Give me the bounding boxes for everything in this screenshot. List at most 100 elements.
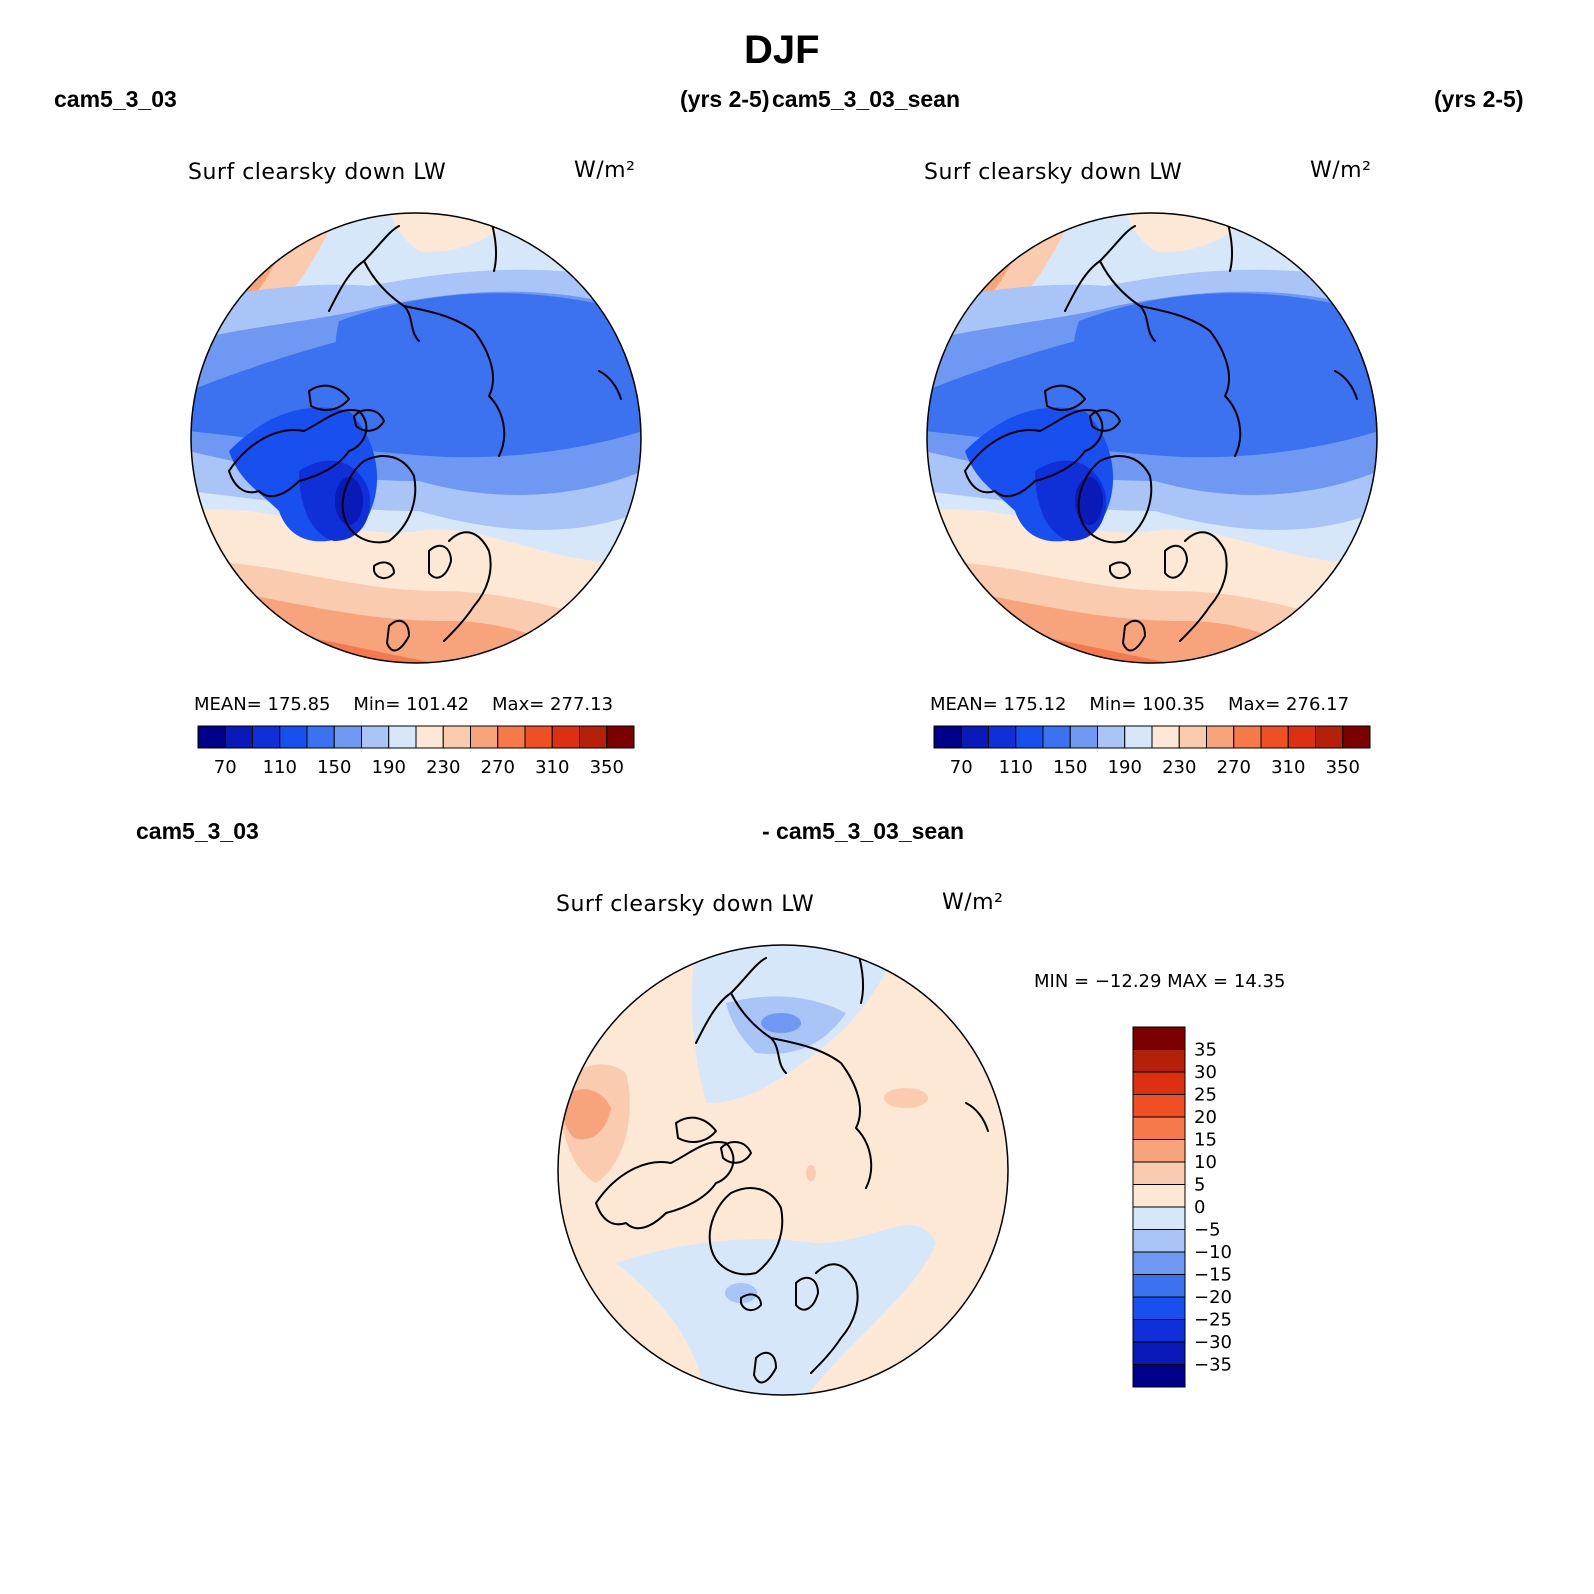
colorbar-swatch [1069,725,1098,749]
colorbar-tick-label: 30 [1194,1062,1217,1083]
colorbar-tick-label: 350 [1326,757,1360,778]
colorbar-swatch [1132,1094,1186,1118]
panel1-title: Surf clearsky down LW [188,160,447,185]
colorbar-tick-label: 270 [1217,757,1251,778]
colorbar-swatch [1132,1161,1186,1185]
colorbar-swatch [1132,1319,1186,1343]
colorbar-swatch [524,725,553,749]
colorbar-swatch [933,725,962,749]
colorbar-swatch [1015,725,1044,749]
colorbar-swatch [333,725,362,749]
colorbar-swatch [1132,1296,1186,1320]
colorbar-tick-label: −15 [1194,1265,1232,1286]
panel1-polar-map [190,212,642,664]
colorbar-tick-label: −10 [1194,1242,1232,1263]
panel2-title: Surf clearsky down LW [924,160,1183,185]
colorbar-swatch [388,725,417,749]
panel1-stats: MEAN= 175.85 Min= 101.42 Max= 277.13 [194,694,613,715]
colorbar-swatch [1097,725,1126,749]
colorbar-tick-label: 150 [1053,757,1087,778]
colorbar-tick-label: 190 [372,757,406,778]
panel2-max-label: Max= [1228,694,1281,715]
colorbar-swatch [551,725,580,749]
colorbar-swatch [497,725,526,749]
colorbar-swatch [1206,725,1235,749]
panel3-polar-map [557,944,1009,1396]
colorbar-swatch [1132,1341,1186,1365]
colorbar-swatch [1132,1229,1186,1253]
colorbar-swatch [1132,1071,1186,1095]
panel2-mean-value: 175.12 [1003,694,1067,715]
panel1-units: W/m² [574,158,636,183]
panel1-mean-value: 175.85 [267,694,331,715]
colorbar-swatch [252,725,281,749]
diff-left-label: cam5_3_03 [136,818,259,844]
colorbar-tick-label: −35 [1194,1355,1232,1376]
colorbar-swatch [579,725,608,749]
colorbar-tick-label: 5 [1194,1175,1205,1196]
colorbar-swatch [1132,1116,1186,1140]
colorbar-tick-label: −30 [1194,1332,1232,1353]
panel1-colorbar: 70 110 150 190 230 270 310 350 [197,725,635,778]
panel2-max-value: 276.17 [1286,694,1350,715]
colorbar-tick-label: −25 [1194,1310,1232,1331]
colorbar-swatch [442,725,471,749]
panel3-minmax: MIN = −12.29 MAX = 14.35 [1034,971,1286,992]
colorbar-tick-label: 110 [263,757,297,778]
panel2-colorbar: 70 110 150 190 230 270 310 350 [933,725,1371,778]
panel2-mean-label: MEAN= [930,694,998,715]
colorbar-swatch [1132,1184,1186,1208]
colorbar-swatch [988,725,1017,749]
diff-right-label: - cam5_3_03_sean [762,818,965,844]
colorbar-swatch [306,725,335,749]
colorbar-swatch [1342,725,1371,749]
colorbar-tick-label: 10 [1194,1152,1217,1173]
colorbar-swatch [1132,1139,1186,1163]
colorbar-swatch [1233,725,1262,749]
colorbar-swatch [415,725,444,749]
colorbar-swatch [1287,725,1316,749]
colorbar-swatch [1132,1251,1186,1275]
panel2-stats: MEAN= 175.12 Min= 100.35 Max= 276.17 [930,694,1349,715]
colorbar-swatch [361,725,390,749]
colorbar-swatch [606,725,635,749]
right-case-label: cam5_3_03_sean [772,86,960,112]
panel1-max-label: Max= [492,694,545,715]
panel2-polar-map [926,212,1378,664]
colorbar-swatch [1132,1206,1186,1230]
colorbar-swatch [960,725,989,749]
colorbar-tick-label: 35 [1194,1040,1217,1061]
left-case-label: cam5_3_03 [54,86,177,112]
colorbar-swatch [1042,725,1071,749]
colorbar-swatch [1151,725,1180,749]
colorbar-tick-label: 150 [317,757,351,778]
panel3-units: W/m² [942,890,1004,915]
colorbar-tick-label: 190 [1108,757,1142,778]
colorbar-tick-label: 270 [481,757,515,778]
colorbar-swatch [224,725,253,749]
panel2-units: W/m² [1310,158,1372,183]
colorbar-swatch [1132,1026,1186,1050]
page-title: DJF [744,28,820,72]
right-years-label: (yrs 2-5) [1434,86,1524,112]
colorbar-swatch [1178,725,1207,749]
colorbar-swatch [197,725,226,749]
panel2-min-label: Min= [1089,694,1137,715]
colorbar-tick-label: 25 [1194,1085,1217,1106]
colorbar-tick-label: 310 [1271,757,1305,778]
colorbar-swatch [1315,725,1344,749]
colorbar-swatch [279,725,308,749]
colorbar-tick-label: −20 [1194,1287,1232,1308]
colorbar-tick-label: 310 [535,757,569,778]
colorbar-swatch [1132,1274,1186,1298]
panel1-mean-label: MEAN= [194,694,262,715]
colorbar-tick-label: 20 [1194,1107,1217,1128]
colorbar-tick-label: 230 [426,757,460,778]
colorbar-tick-label: 70 [950,757,973,778]
panel1-max-value: 277.13 [550,694,614,715]
panel3-title: Surf clearsky down LW [556,892,815,917]
colorbar-tick-label: 230 [1162,757,1196,778]
colorbar-tick-label: 0 [1194,1197,1205,1218]
panel1-min-value: 101.42 [406,694,470,715]
